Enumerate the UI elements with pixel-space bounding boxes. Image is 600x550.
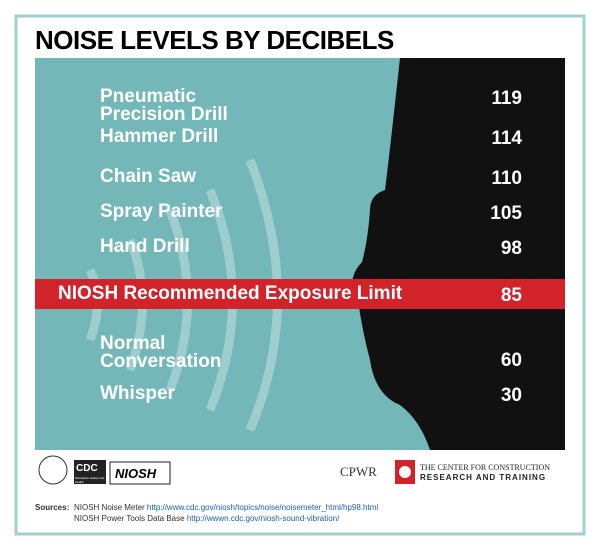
title: NOISE LEVELS BY DECIBELS	[35, 25, 394, 55]
row-value: 119	[491, 88, 522, 109]
row-value: 110	[491, 168, 522, 189]
cdc-subtitle: Workplace Safety and Health	[75, 476, 105, 484]
row-label: Spray Painter	[100, 201, 223, 222]
cpwr-line1: THE CENTER FOR CONSTRUCTION	[420, 463, 551, 472]
row-label: Whisper	[100, 383, 175, 404]
source-name: NIOSH Power Tools Data Base	[74, 514, 185, 523]
row-value: 105	[490, 203, 522, 224]
row-label: NIOSH Recommended Exposure Limit	[58, 283, 403, 304]
row-label: Pneumatic Precision Drill	[100, 86, 228, 125]
cpwr-logo: CPWR	[340, 464, 377, 479]
source-name: NIOSH Noise Meter	[74, 503, 145, 512]
source-link[interactable]: http://www.cdc.gov/niosh/topics/noise/no…	[146, 503, 379, 512]
source-link[interactable]: http://wwwn.cdc.gov/niosh-sound-vibratio…	[186, 514, 340, 523]
source: NIOSH Power Tools Data Base http://wwwn.…	[74, 514, 339, 523]
cpwr-line2: RESEARCH AND TRAINING	[420, 473, 547, 482]
row-value: 114	[491, 128, 522, 149]
row-value: 30	[500, 385, 522, 406]
row-label: Normal Conversation	[100, 333, 222, 372]
niosh-logo: NIOSH	[115, 466, 157, 481]
source: NIOSH Noise Meter http://www.cdc.gov/nio…	[74, 503, 378, 512]
row-value: 60	[500, 350, 522, 371]
row-label: Hand Drill	[100, 236, 190, 257]
row-value: 85	[500, 285, 522, 306]
row-value: 98	[500, 238, 522, 259]
cdc-logo: CDC	[76, 463, 98, 474]
sources-label: Sources:	[35, 503, 70, 512]
row-label: Chain Saw	[100, 166, 197, 187]
row-label: Hammer Drill	[100, 126, 219, 147]
